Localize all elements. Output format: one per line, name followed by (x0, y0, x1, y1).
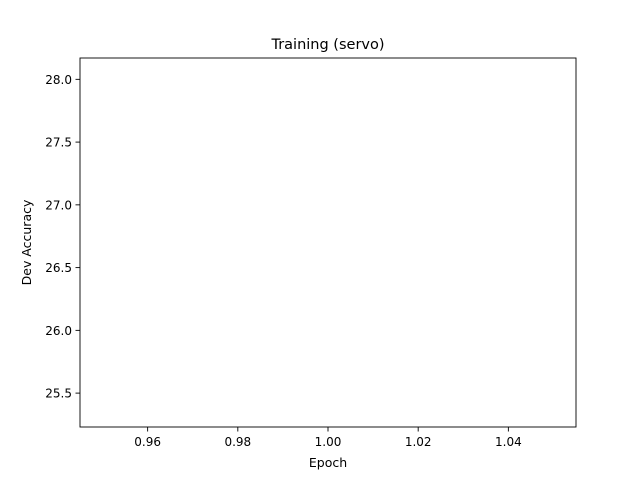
x-tick-label: 1.02 (405, 435, 432, 449)
y-tick-label: 27.0 (45, 198, 72, 212)
chart-title: Training (servo) (270, 37, 384, 53)
y-tick-label: 27.5 (45, 136, 72, 150)
x-axis-label: Epoch (309, 455, 347, 470)
y-axis: 25.5 26.0 26.5 27.0 27.5 28.0 (45, 73, 80, 401)
plot-area (79, 57, 577, 428)
x-tick-label: 1.04 (495, 435, 522, 449)
x-tick-label: 1.00 (315, 435, 342, 449)
x-axis: 0.96 0.98 1.00 1.02 1.04 (134, 427, 522, 449)
y-axis-label: Dev Accuracy (19, 199, 34, 285)
x-tick-label: 0.96 (134, 435, 161, 449)
x-tick-label: 0.98 (224, 435, 251, 449)
y-tick-label: 26.0 (45, 324, 72, 338)
y-tick-label: 28.0 (45, 73, 72, 87)
y-tick-label: 25.5 (45, 387, 72, 401)
y-tick-label: 26.5 (45, 261, 72, 275)
